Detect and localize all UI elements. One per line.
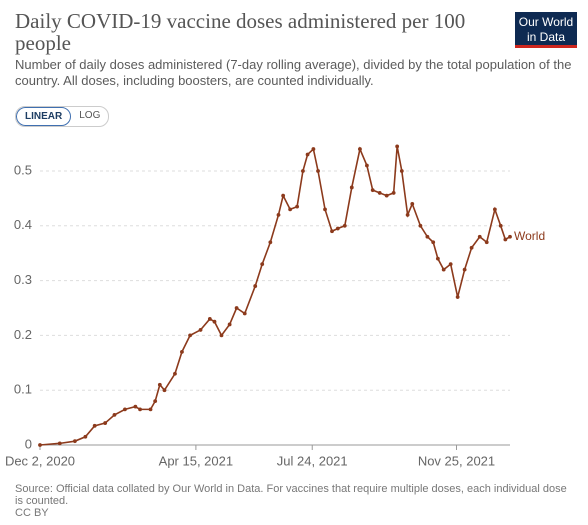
data-point: [188, 333, 192, 338]
data-point: [335, 226, 340, 231]
license: CC BY: [15, 507, 49, 519]
data-point: [455, 295, 460, 299]
data-point: [153, 399, 158, 404]
data-point: [342, 223, 347, 228]
log-button[interactable]: LOG: [79, 110, 101, 121]
data-point: [234, 306, 239, 310]
y-tick-label: 0.1: [14, 382, 32, 397]
data-point: [288, 207, 293, 212]
y-tick-label: 0.5: [14, 162, 32, 177]
data-point: [418, 223, 423, 228]
y-tick-label: 0.3: [14, 272, 32, 287]
data-point: [180, 349, 184, 354]
data-point: [301, 169, 305, 173]
data-point: [435, 256, 440, 261]
data-point: [410, 201, 415, 206]
data-point: [295, 204, 300, 209]
data-point: [469, 245, 474, 250]
chart-title: Daily COVID-19 vaccine doses administere…: [15, 9, 466, 55]
series-label: World: [514, 229, 545, 243]
data-point: [349, 185, 354, 190]
data-point: [57, 441, 62, 446]
data-point: [212, 319, 217, 324]
data-point: [38, 443, 42, 447]
data-point: [219, 333, 224, 338]
series-line: [39, 146, 511, 446]
data-point: [311, 147, 316, 151]
data-point: [391, 191, 396, 195]
data-point: [503, 237, 508, 242]
data-point: [173, 371, 177, 376]
data-point: [253, 284, 258, 288]
data-point: [92, 423, 97, 428]
data-point: [448, 262, 453, 267]
data-point: [384, 193, 389, 198]
data-point: [123, 407, 127, 412]
x-tick-label: Jul 24, 2021: [277, 453, 348, 468]
data-point: [365, 163, 369, 168]
linear-button[interactable]: LINEAR: [16, 107, 72, 126]
logo[interactable]: Our World in Data: [515, 12, 577, 48]
chart-subtitle: Number of daily doses administered (7-da…: [15, 57, 572, 88]
x-tick-label: Nov 25, 2021: [418, 453, 495, 468]
data-point: [405, 212, 410, 217]
data-point: [425, 234, 430, 239]
data-point: [323, 207, 327, 212]
data-point: [358, 147, 362, 151]
data-point: [73, 439, 77, 444]
data-point: [260, 262, 265, 267]
data-point: [377, 191, 382, 195]
y-tick-label: 0.4: [14, 217, 32, 232]
data-point: [441, 267, 446, 272]
footer: Source: Official data collated by Our Wo…: [15, 483, 575, 519]
data-point: [268, 240, 273, 245]
y-tick-label: 0.2: [14, 327, 32, 342]
data-point: [492, 207, 497, 212]
data-point: [395, 144, 400, 149]
data-point: [112, 412, 117, 417]
data-point: [305, 152, 310, 157]
data-point: [462, 267, 467, 272]
data-point: [138, 407, 142, 412]
data-point: [207, 317, 212, 321]
data-point: [198, 328, 203, 332]
data-point: [477, 234, 482, 239]
x-tick-label: Apr 15, 2021: [159, 453, 233, 468]
data-point: [498, 223, 503, 228]
data-point: [281, 193, 286, 198]
scale-toggle: LINEAR LOG: [15, 106, 110, 127]
data-point: [162, 388, 167, 393]
data-point: [103, 421, 108, 425]
source: Source: Official data collated by Our Wo…: [15, 483, 567, 507]
data-point: [148, 407, 153, 412]
data-point: [242, 311, 247, 316]
data-point: [133, 404, 138, 409]
y-tick-label: 0: [25, 436, 32, 451]
data-point: [83, 434, 88, 439]
data-point: [227, 322, 232, 327]
data-point: [316, 169, 320, 173]
x-tick-label: Dec 2, 2020: [5, 453, 75, 468]
data-point: [276, 212, 281, 217]
data-point: [508, 234, 512, 239]
data-point: [370, 188, 375, 193]
data-point: [431, 240, 436, 245]
data-point: [157, 382, 162, 387]
data-point: [330, 229, 334, 234]
data-point: [399, 169, 404, 173]
data-point: [484, 240, 489, 245]
